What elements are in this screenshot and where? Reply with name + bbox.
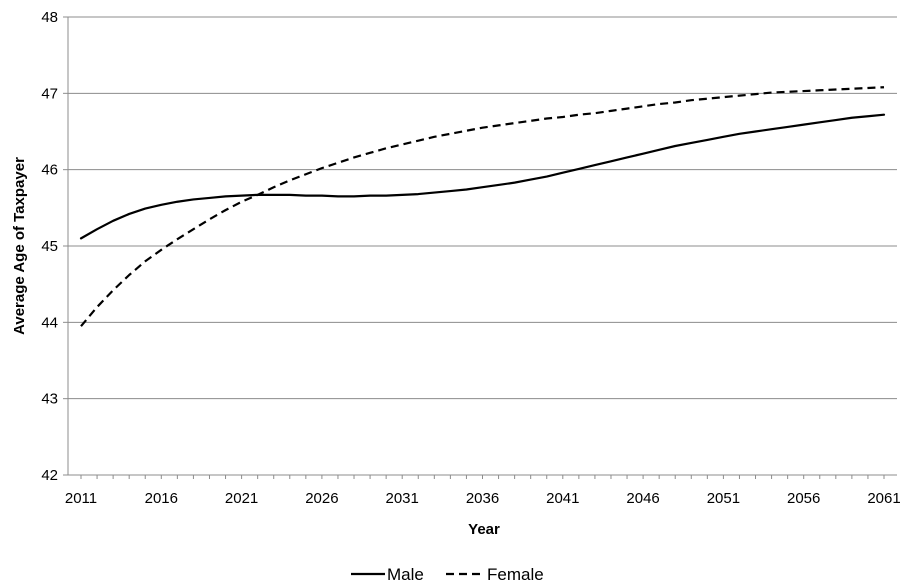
y-axis-title: Average Age of Taxpayer — [11, 157, 28, 335]
x-tick-label: 2011 — [65, 490, 97, 507]
x-tick-label: 2036 — [466, 490, 499, 507]
series-line-female — [80, 86, 885, 327]
y-tick-label: 44 — [41, 314, 58, 331]
x-tick-labels: 2011 2016 2021 2026 2031 2036 2041 2046 2051 2056… — [65, 490, 901, 507]
y-tick-labels: 42 43 44 45 46 47 48 — [41, 9, 58, 484]
y-tick-label: 42 — [41, 467, 58, 484]
y-tick-label: 48 — [41, 9, 58, 26]
x-tick-label: 2041 — [546, 490, 579, 507]
series-line-male — [79, 113, 886, 240]
legend-label-female: Female — [487, 565, 544, 584]
x-tick-label: 2026 — [305, 490, 338, 507]
gridlines — [68, 16, 897, 400]
y-tick-label: 46 — [41, 162, 58, 179]
axes — [63, 16, 897, 479]
x-tick-label: 2056 — [787, 490, 820, 507]
y-tick-label: 43 — [41, 391, 58, 408]
x-tick-label: 2021 — [225, 490, 258, 507]
legend: Male Female — [351, 565, 544, 584]
x-tick-label: 2031 — [386, 490, 419, 507]
legend-label-male: Male — [387, 565, 424, 584]
x-tick-label: 2016 — [145, 490, 178, 507]
x-axis-title: Year — [468, 521, 500, 538]
series-lines — [79, 86, 886, 327]
y-tick-label: 45 — [41, 238, 58, 255]
x-tick-label: 2046 — [626, 490, 659, 507]
x-tick-label: 2051 — [707, 490, 740, 507]
y-tick-label: 47 — [41, 85, 58, 102]
x-tick-label: 2061 — [867, 490, 900, 507]
